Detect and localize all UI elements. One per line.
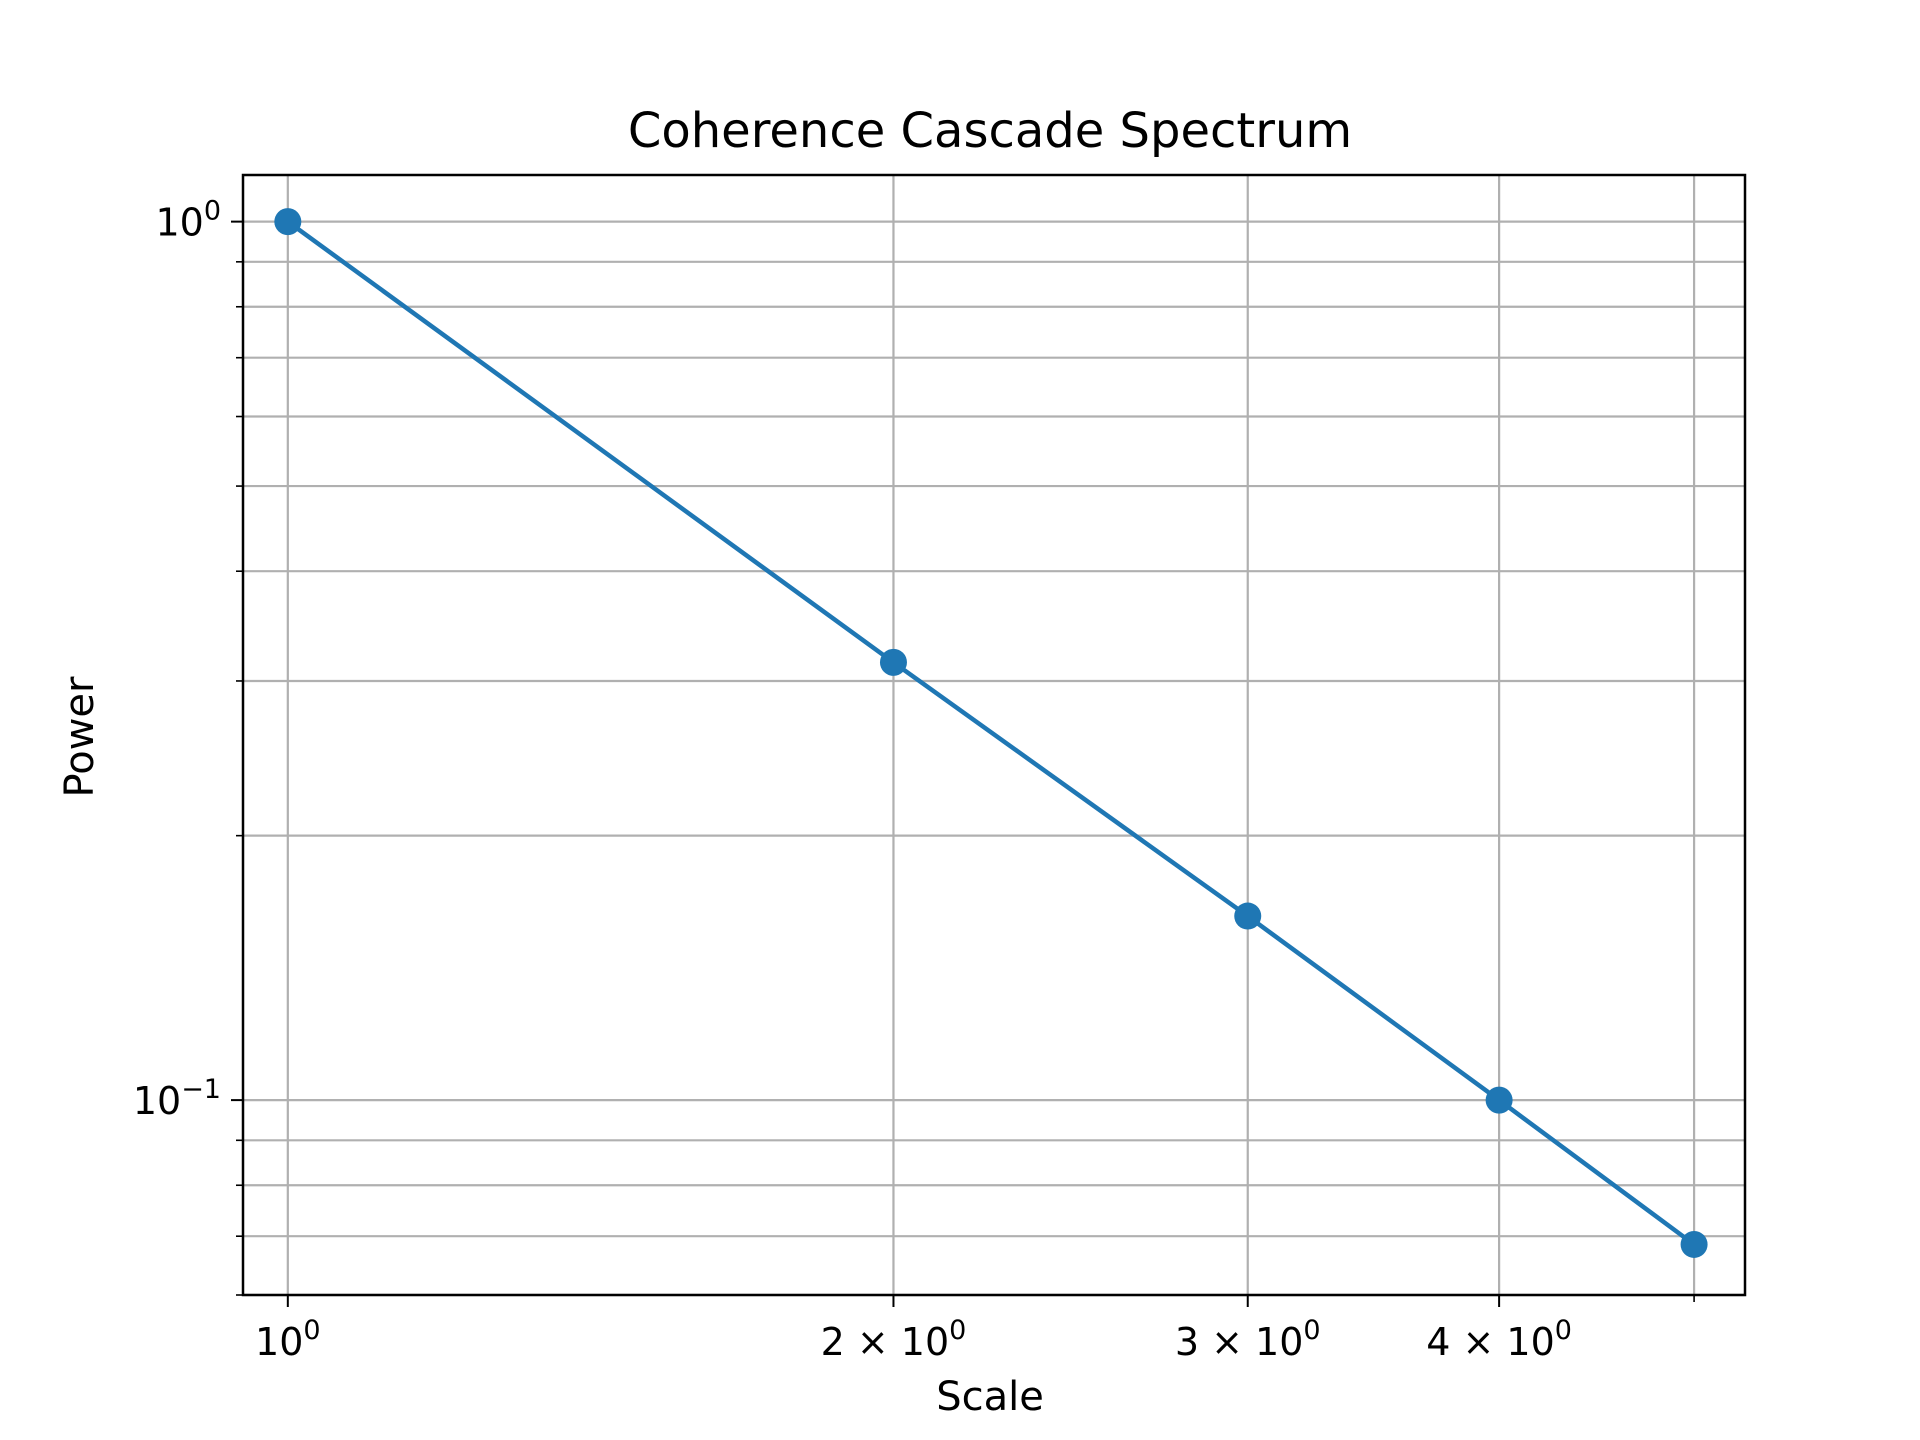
x-tick-label: 4 × 100 (1426, 1315, 1572, 1364)
data-point (274, 208, 302, 236)
y-axis-label: Power (57, 676, 103, 797)
x-tick-label: 100 (255, 1315, 321, 1364)
chart-title: Coherence Cascade Spectrum (628, 103, 1352, 159)
data-point (1234, 902, 1262, 930)
y-tick-label: 10−1 (133, 1074, 221, 1123)
x-axis-label: Scale (936, 1374, 1044, 1420)
series-power (274, 208, 1708, 1258)
data-point (1485, 1086, 1513, 1114)
x-tick-label: 2 × 100 (821, 1315, 967, 1364)
data-point (1680, 1230, 1708, 1258)
data-point (879, 648, 907, 676)
axis-ticks: 100 2 × 100 3 × 100 4 × 100 100 10−1 (133, 196, 1695, 1364)
plot-frame (241, 173, 1747, 1297)
x-tick-label: 3 × 100 (1175, 1315, 1321, 1364)
y-tick-label: 100 (155, 196, 221, 245)
